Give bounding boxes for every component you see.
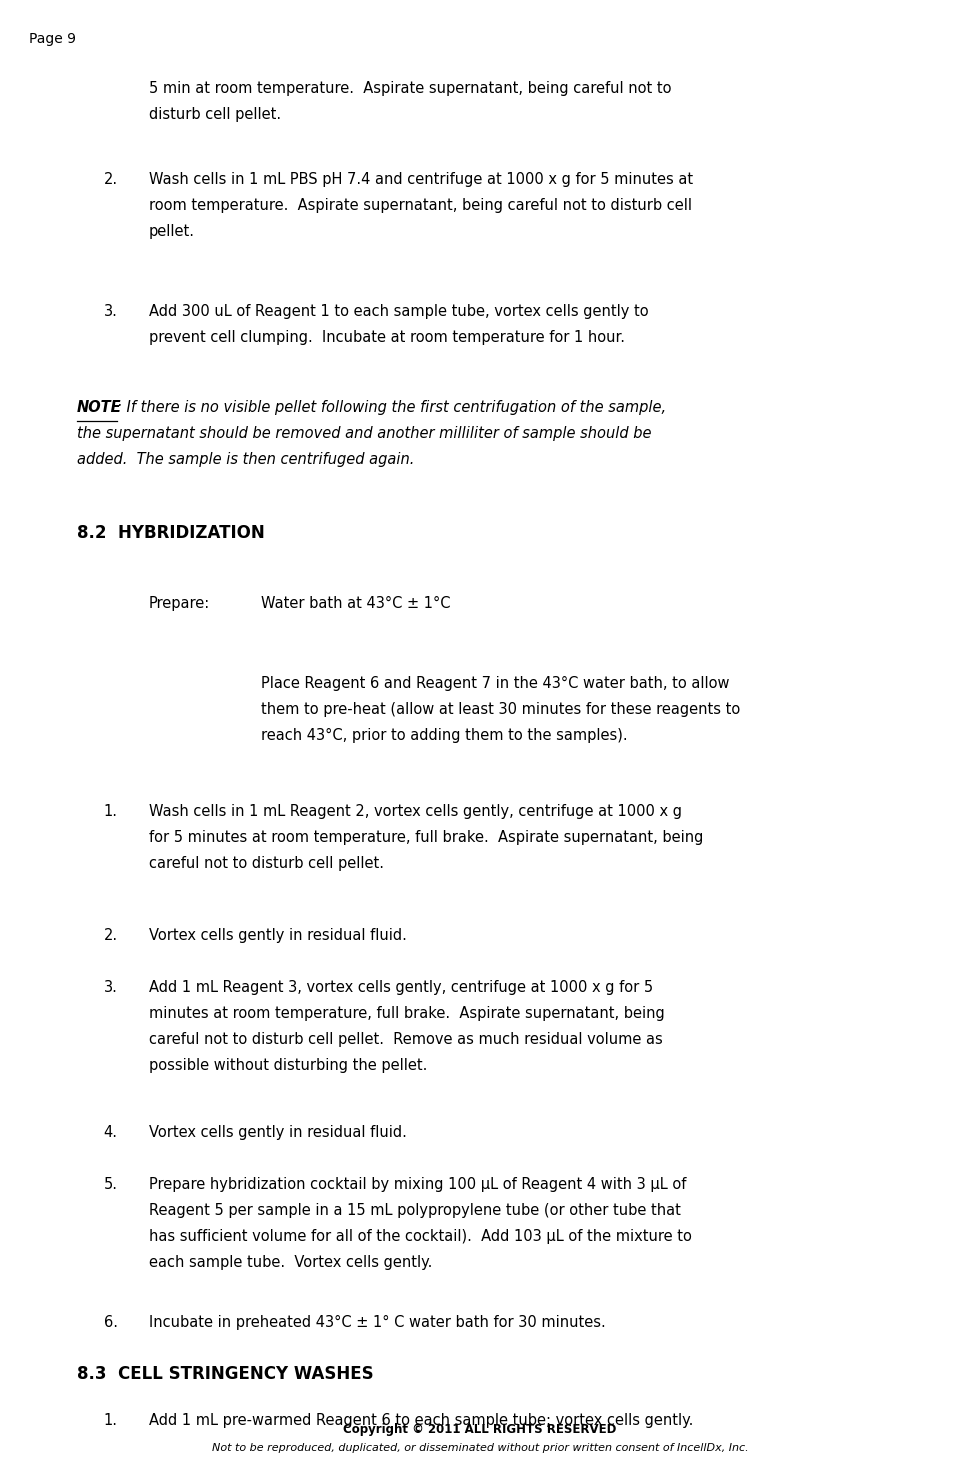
Text: Reagent 5 per sample in a 15 mL polypropylene tube (or other tube that: Reagent 5 per sample in a 15 mL polyprop…: [149, 1203, 681, 1218]
Text: Water bath at 43°C ± 1°C: Water bath at 43°C ± 1°C: [261, 596, 450, 611]
Text: Add 1 mL Reagent 3, vortex cells gently, centrifuge at 1000 x g for 5: Add 1 mL Reagent 3, vortex cells gently,…: [149, 980, 653, 995]
Text: possible without disturbing the pellet.: possible without disturbing the pellet.: [149, 1058, 427, 1074]
Text: Not to be reproduced, duplicated, or disseminated without prior written consent : Not to be reproduced, duplicated, or dis…: [212, 1443, 748, 1453]
Text: 2.: 2.: [104, 928, 118, 943]
Text: 6.: 6.: [104, 1315, 118, 1329]
Text: reach 43°C, prior to adding them to the samples).: reach 43°C, prior to adding them to the …: [261, 729, 628, 743]
Text: Prepare:: Prepare:: [149, 596, 210, 611]
Text: Add 1 mL pre-warmed Reagent 6 to each sample tube; vortex cells gently.: Add 1 mL pre-warmed Reagent 6 to each sa…: [149, 1413, 693, 1428]
Text: careful not to disturb cell pellet.  Remove as much residual volume as: careful not to disturb cell pellet. Remo…: [149, 1033, 662, 1047]
Text: Copyright © 2011 ALL RIGHTS RESERVED: Copyright © 2011 ALL RIGHTS RESERVED: [344, 1423, 616, 1437]
Text: Prepare hybridization cocktail by mixing 100 μL of Reagent 4 with 3 μL of: Prepare hybridization cocktail by mixing…: [149, 1177, 686, 1191]
Text: 3.: 3.: [104, 304, 117, 319]
Text: minutes at room temperature, full brake.  Aspirate supernatant, being: minutes at room temperature, full brake.…: [149, 1006, 664, 1021]
Text: Incubate in preheated 43°C ± 1° C water bath for 30 minutes.: Incubate in preheated 43°C ± 1° C water …: [149, 1315, 606, 1329]
Text: each sample tube.  Vortex cells gently.: each sample tube. Vortex cells gently.: [149, 1255, 432, 1271]
Text: 1.: 1.: [104, 804, 118, 818]
Text: : If there is no visible pellet following the first centrifugation of the sample: : If there is no visible pellet followin…: [117, 400, 666, 414]
Text: 5.: 5.: [104, 1177, 118, 1191]
Text: 2.: 2.: [104, 172, 118, 187]
Text: has sufficient volume for all of the cocktail).  Add 103 μL of the mixture to: has sufficient volume for all of the coc…: [149, 1230, 691, 1244]
Text: room temperature.  Aspirate supernatant, being careful not to disturb cell: room temperature. Aspirate supernatant, …: [149, 198, 692, 213]
Text: prevent cell clumping.  Incubate at room temperature for 1 hour.: prevent cell clumping. Incubate at room …: [149, 331, 625, 345]
Text: 3.: 3.: [104, 980, 117, 995]
Text: Page 9: Page 9: [29, 32, 76, 47]
Text: Place Reagent 6 and Reagent 7 in the 43°C water bath, to allow: Place Reagent 6 and Reagent 7 in the 43°…: [261, 676, 730, 690]
Text: Wash cells in 1 mL PBS pH 7.4 and centrifuge at 1000 x g for 5 minutes at: Wash cells in 1 mL PBS pH 7.4 and centri…: [149, 172, 693, 187]
Text: Vortex cells gently in residual fluid.: Vortex cells gently in residual fluid.: [149, 1125, 407, 1140]
Text: 1.: 1.: [104, 1413, 118, 1428]
Text: for 5 minutes at room temperature, full brake.  Aspirate supernatant, being: for 5 minutes at room temperature, full …: [149, 830, 703, 845]
Text: 8.3  CELL STRINGENCY WASHES: 8.3 CELL STRINGENCY WASHES: [77, 1365, 373, 1382]
Text: them to pre-heat (allow at least 30 minutes for these reagents to: them to pre-heat (allow at least 30 minu…: [261, 702, 740, 717]
Text: careful not to disturb cell pellet.: careful not to disturb cell pellet.: [149, 856, 384, 871]
Text: 4.: 4.: [104, 1125, 118, 1140]
Text: disturb cell pellet.: disturb cell pellet.: [149, 107, 281, 122]
Text: Add 300 uL of Reagent 1 to each sample tube, vortex cells gently to: Add 300 uL of Reagent 1 to each sample t…: [149, 304, 648, 319]
Text: Wash cells in 1 mL Reagent 2, vortex cells gently, centrifuge at 1000 x g: Wash cells in 1 mL Reagent 2, vortex cel…: [149, 804, 682, 818]
Text: NOTE: NOTE: [77, 400, 121, 414]
Text: 8.2  HYBRIDIZATION: 8.2 HYBRIDIZATION: [77, 524, 265, 542]
Text: the supernatant should be removed and another milliliter of sample should be: the supernatant should be removed and an…: [77, 426, 651, 441]
Text: pellet.: pellet.: [149, 225, 195, 239]
Text: added.  The sample is then centrifuged again.: added. The sample is then centrifuged ag…: [77, 452, 414, 467]
Text: Vortex cells gently in residual fluid.: Vortex cells gently in residual fluid.: [149, 928, 407, 943]
Text: 5 min at room temperature.  Aspirate supernatant, being careful not to: 5 min at room temperature. Aspirate supe…: [149, 81, 671, 95]
